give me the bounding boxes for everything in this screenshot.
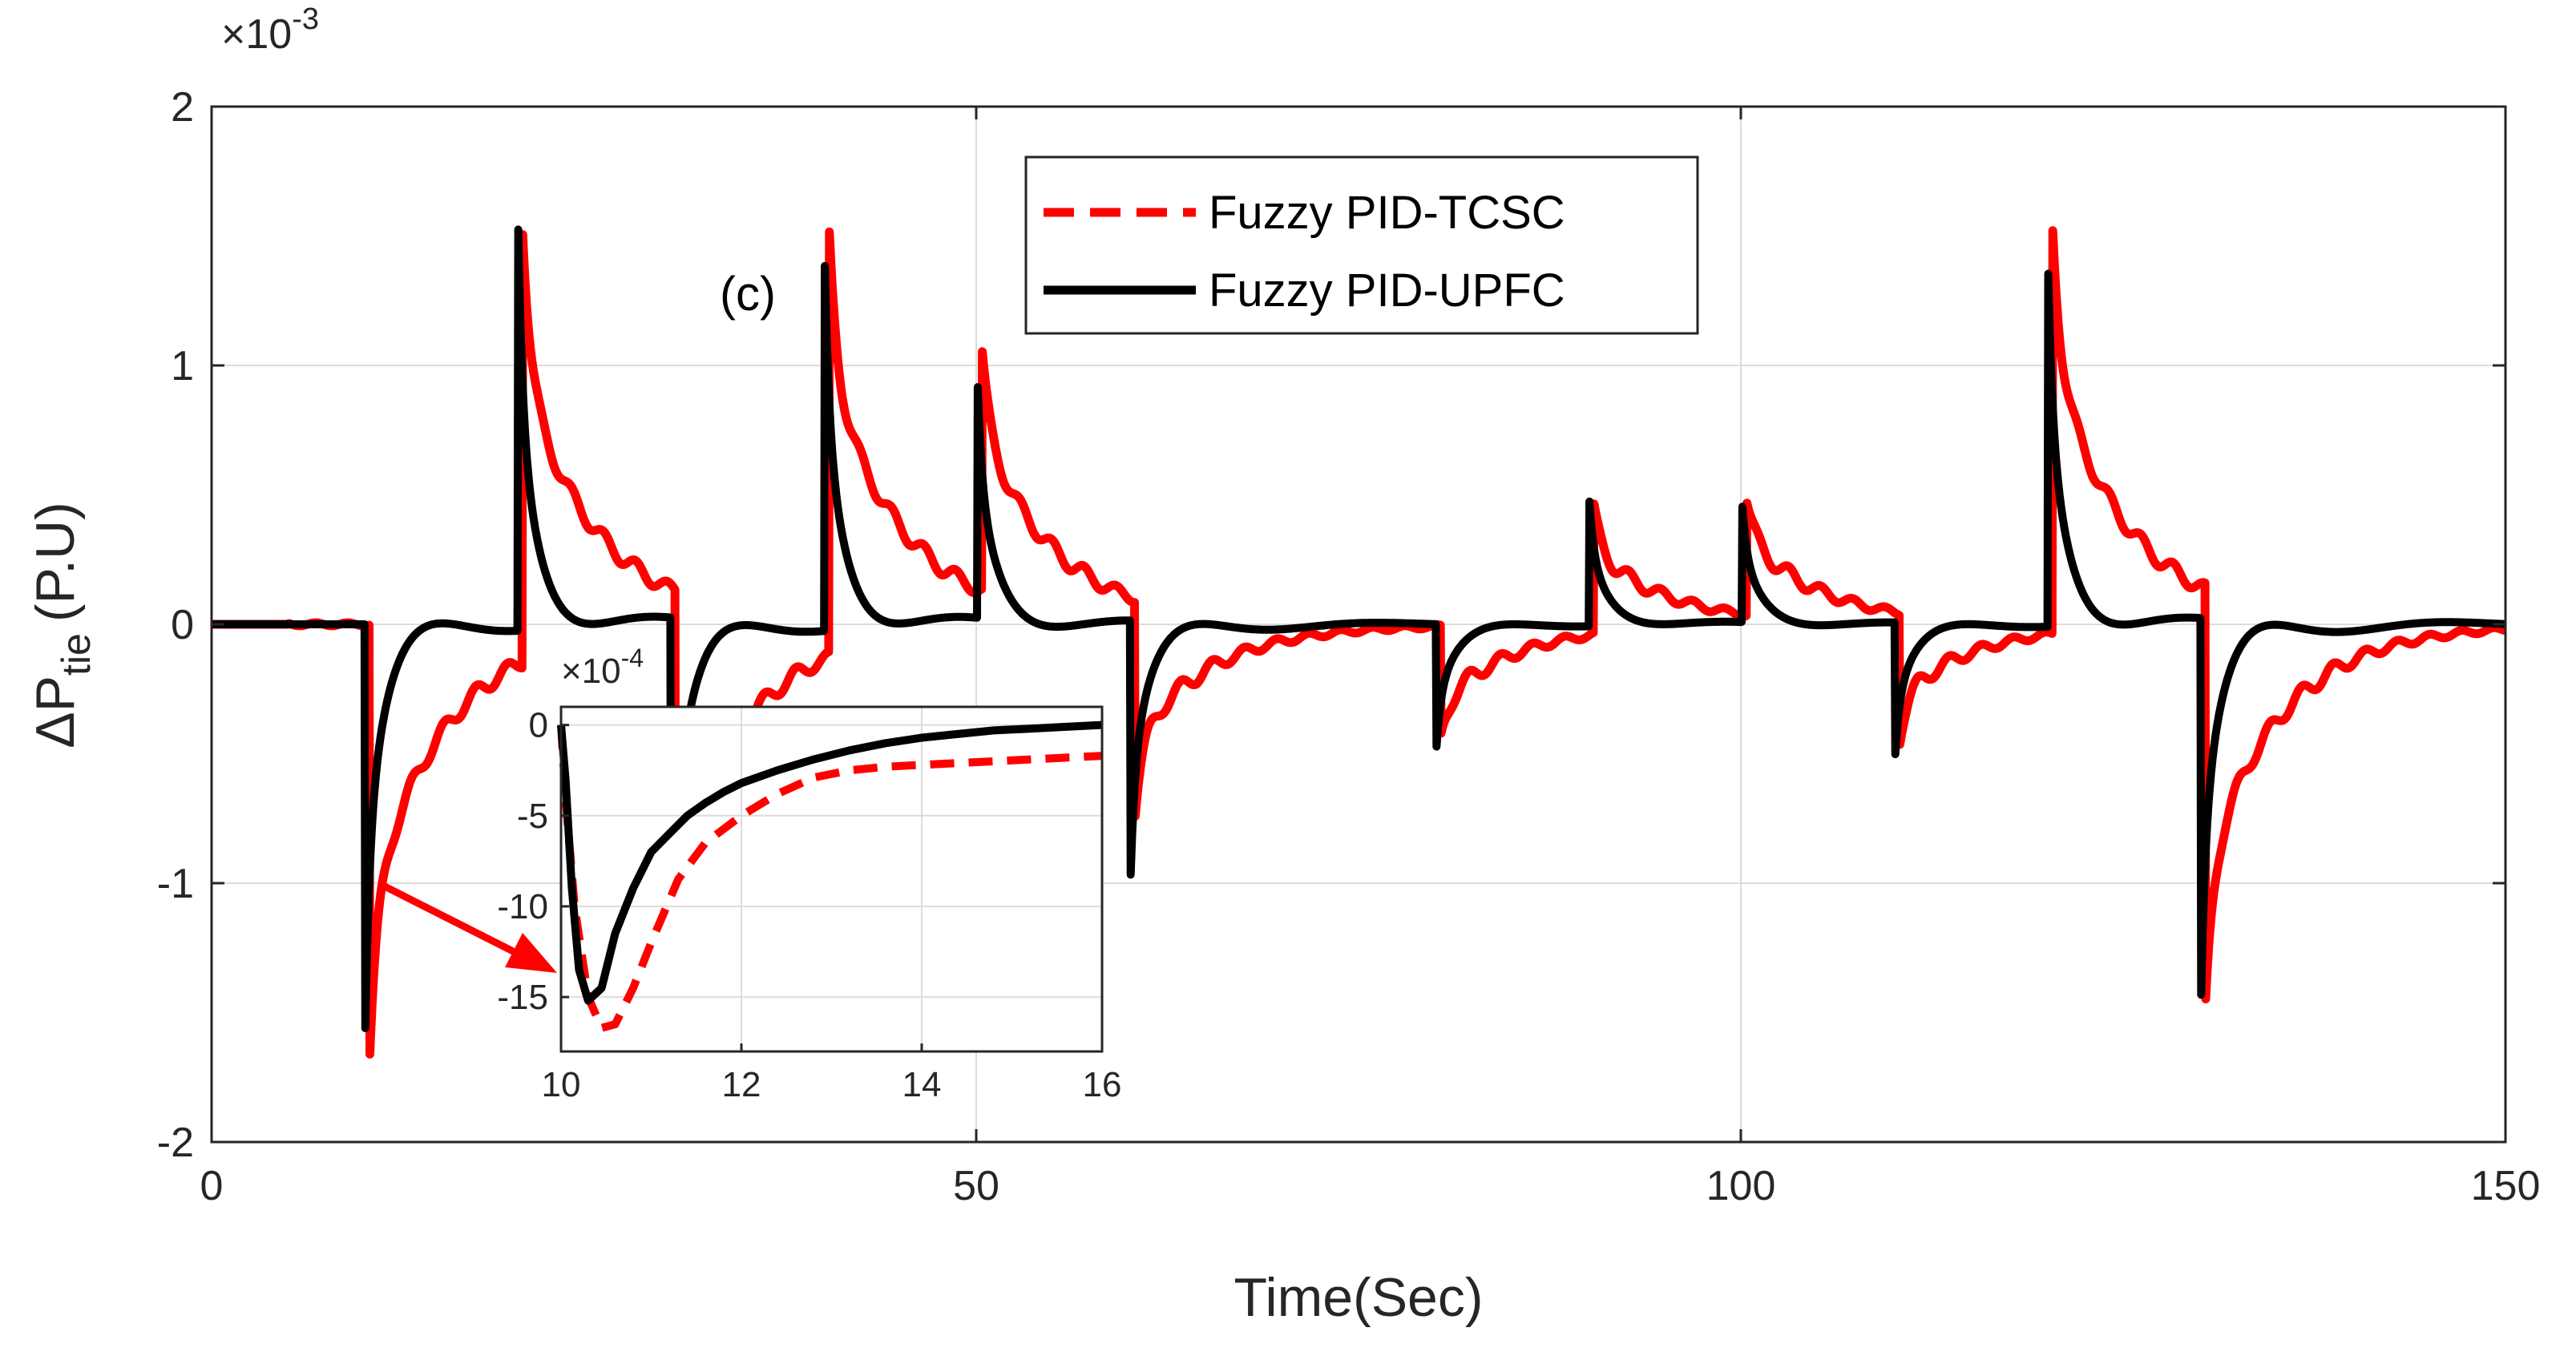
legend-entry-tcsc: Fuzzy PID-TCSC	[1209, 187, 1565, 239]
inset-y-tick-label: -5	[517, 797, 548, 836]
y-tick-label: 2	[171, 84, 194, 131]
y-axis-label-main: ΔP	[25, 676, 86, 749]
legend-box	[1024, 155, 1699, 335]
x-axis-label: Time(Sec)	[1233, 1267, 1483, 1328]
main-exponent-base: ×10	[221, 11, 292, 58]
x-tick-label: 150	[2471, 1163, 2541, 1209]
x-tick-label: 0	[200, 1163, 224, 1209]
y-axis-label-unit: (P.U)	[25, 502, 86, 622]
main-series-layer	[208, 225, 2509, 1059]
zoom-arrow	[381, 882, 557, 973]
zoom-arrow-head	[505, 933, 557, 973]
zoom-arrow-shaft	[381, 882, 525, 960]
series-line-upfc	[208, 225, 2509, 1032]
y-tick-label: 1	[171, 343, 194, 389]
x-tick-label: 100	[1706, 1163, 1776, 1209]
main-exponent-power: -3	[292, 2, 319, 36]
inset-series-line-tcsc	[557, 724, 1103, 1032]
inset-x-tick-label: 14	[902, 1065, 942, 1104]
inset-x-tick-label: 10	[542, 1065, 581, 1104]
series-line-tcsc	[208, 226, 2509, 1059]
x-tick-label: 50	[953, 1163, 999, 1209]
y-tick-label: -1	[157, 861, 194, 907]
inset-exponent-base: ×10	[561, 652, 621, 691]
inset-y-tick-label: -10	[497, 887, 548, 926]
inset-series-line-upfc	[557, 720, 1103, 1005]
main-exponent-label: ×10-3	[221, 2, 319, 58]
inset-y-tick-label: -15	[497, 978, 548, 1017]
y-tick-label: 0	[171, 602, 194, 648]
inset-series-layer	[557, 720, 1103, 1032]
inset-exponent-label: ×10-4	[561, 644, 644, 691]
panel-annotation: (c)	[720, 267, 776, 321]
inset-exponent-power: -4	[621, 644, 644, 672]
y-axis-label-sub: tie	[54, 633, 99, 676]
y-tick-label: -2	[157, 1120, 194, 1166]
inset-plot-frame	[559, 705, 1104, 1053]
y-axis-label: ΔPtie (P.U)	[25, 502, 99, 748]
inset-y-tick-label: 0	[529, 706, 548, 745]
legend: Fuzzy PID-TCSC Fuzzy PID-UPFC	[1024, 155, 1699, 335]
inset-ticks: 10 12 14 16 0 -5 -10 -15	[497, 706, 1121, 1104]
inset-x-tick-label: 16	[1083, 1065, 1122, 1104]
inset-x-tick-label: 12	[722, 1065, 761, 1104]
legend-entry-upfc: Fuzzy PID-UPFC	[1209, 264, 1565, 317]
